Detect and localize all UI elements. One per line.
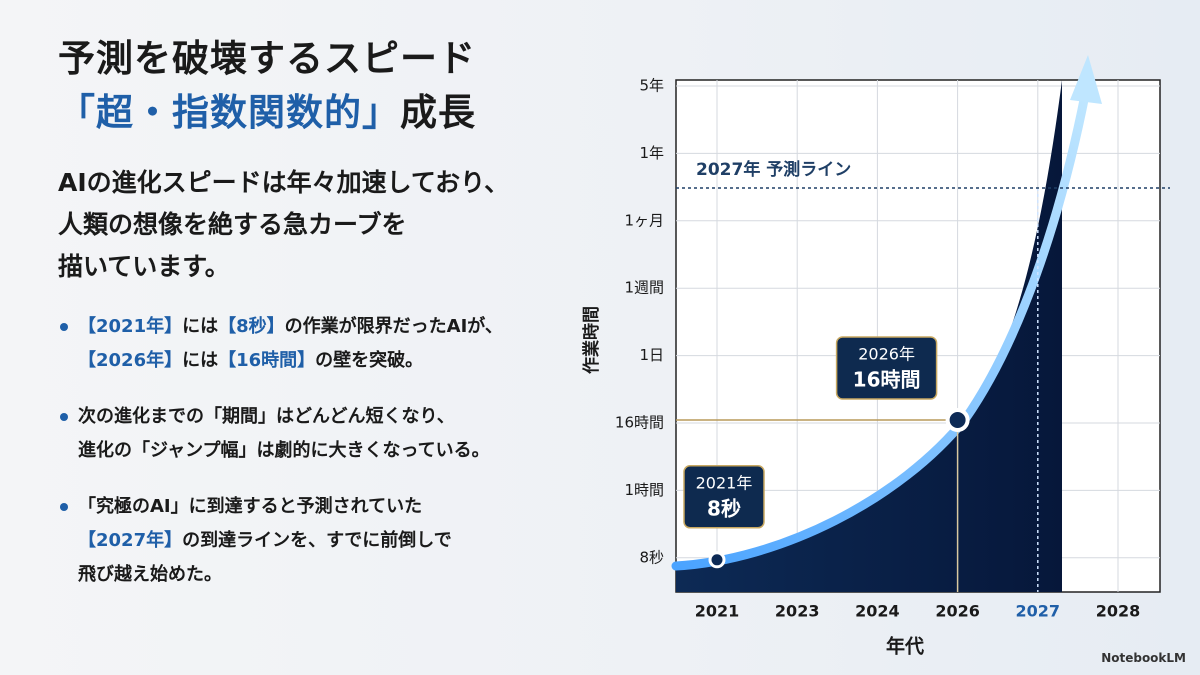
bullet-run: には [182, 350, 219, 371]
bullet-line: 飛び越え始めた。 [78, 558, 598, 592]
bullet-line: 進化の「ジャンプ幅」は劇的に大きくなっている。 [78, 434, 598, 468]
bullet: 「究極のAI」に到達すると予測されていた 【2027年】の到達ラインを、すでに前倒… [58, 490, 598, 592]
bullet-run: 【2026年】 [78, 350, 183, 371]
data-point [945, 408, 970, 432]
bullet-run: 次の進化までの「期間」はどんどん短くなり、 [78, 406, 455, 427]
x-tick-label: 2027 [1016, 602, 1061, 621]
callout-value: 8秒 [707, 496, 741, 520]
callout-box [683, 465, 765, 529]
y-tick-label: 1ヶ月 [624, 211, 664, 229]
bullet-line: 【2027年】の到達ラインを、すでに前倒しで [78, 524, 598, 558]
y-tick-label: 1日 [639, 346, 664, 364]
callout-year: 2021年 [696, 473, 753, 492]
x-tick-label: 2026 [935, 602, 980, 621]
bullet-line: 【2026年】には【16時間】の壁を突破。 [78, 344, 598, 378]
intro-line: 描いています。 [58, 252, 230, 281]
callout-box [835, 336, 938, 400]
bullet-line: 「究極のAI」に到達すると予測されていた [78, 490, 598, 524]
y-tick-label: 5年 [639, 77, 664, 95]
title-line: 予測を破壊するスピード [58, 37, 476, 80]
bullet-run: の到達ラインを、すでに前倒しで [182, 530, 452, 551]
callout-value: 16時間 [853, 368, 921, 392]
y-tick-label: 1年 [639, 144, 664, 162]
x-tick-label: 2028 [1096, 602, 1141, 621]
title-run: 「超・指数関数的」 [58, 91, 400, 134]
bullet-run: の壁を突破。 [315, 350, 424, 371]
title-run: 成長 [400, 91, 476, 134]
arrow-head [1070, 55, 1102, 104]
x-tick-label: 2024 [855, 602, 900, 621]
bullet-line: 【2021年】には【8秒】の作業が限界だったAIが、 [78, 310, 598, 344]
bullet-run: 【16時間】 [218, 350, 316, 371]
bullet-run: 【2027年】 [78, 530, 183, 551]
data-point [708, 551, 726, 569]
callout-year: 2026年 [858, 345, 915, 364]
y-tick-label: 8秒 [639, 548, 664, 566]
y-axis-title: 作業時間 [581, 306, 602, 374]
intro-line: AIの進化スピードは年々加速しており、 [58, 168, 510, 197]
bullet-run: の作業が限界だったAIが、 [284, 316, 503, 337]
prediction-label: 2027年 予測ライン [696, 159, 851, 180]
bullet-run: 進化の「ジャンプ幅」は劇的に大きくなっている。 [78, 440, 490, 461]
footer: NotebookLM [1101, 651, 1186, 665]
bullet-line: 次の進化までの「期間」はどんどん短くなり、 [78, 400, 598, 434]
x-tick-label: 2021 [695, 602, 740, 621]
y-tick-label: 1週間 [624, 279, 664, 297]
bullet: 【2021年】には【8秒】の作業が限界だったAIが、 【2026年】には【16時間… [58, 310, 598, 378]
title-line: 「超・指数関数的」成長 [58, 86, 598, 140]
bullet-run: 飛び越え始めた。 [78, 564, 222, 585]
bullet: 次の進化までの「期間」はどんどん短くなり、進化の「ジャンプ幅」は劇的に大きくなっ… [58, 400, 598, 468]
y-tick-label: 16時間 [615, 414, 664, 432]
x-tick-label: 2023 [775, 602, 820, 621]
bullet-run: 【8秒】 [218, 316, 285, 337]
x-axis-title: 年代 [886, 635, 924, 658]
bullet-run: 「究極のAI」に到達すると予測されていた [78, 496, 423, 517]
bullet-run: には [182, 316, 219, 337]
text-column: 予測を破壊するスピード 「超・指数関数的」成長 AIの進化スピードは年々加速しており… [58, 32, 598, 592]
bullet-run: 【2021年】 [78, 316, 183, 337]
intro-line: 人類の想像を絶する急カーブを [58, 210, 407, 239]
y-tick-label: 1時間 [624, 481, 664, 499]
intro: AIの進化スピードは年々加速しており、 人類の想像を絶する急カーブを 描いています。 [58, 162, 598, 288]
curve-area [676, 80, 1062, 592]
